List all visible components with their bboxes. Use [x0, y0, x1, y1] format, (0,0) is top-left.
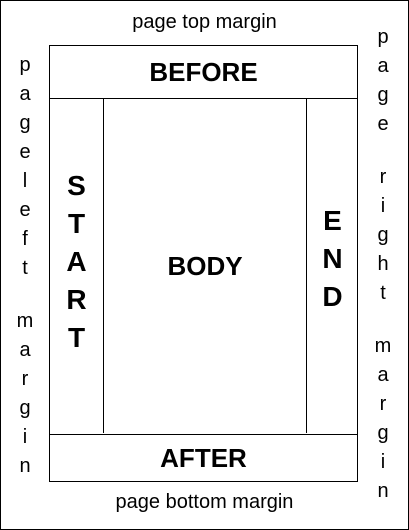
start-letter: T	[67, 322, 86, 353]
start-letter: S	[67, 170, 86, 201]
end-letter: D	[322, 281, 343, 312]
right-margin-letter: n	[377, 480, 389, 502]
right-margin-letter: g	[377, 84, 389, 106]
region-start-label: S T A R T	[50, 171, 103, 361]
left-margin-letter: n	[19, 455, 31, 477]
left-margin-letter: a	[19, 339, 31, 361]
left-margin-letter: m	[16, 310, 34, 332]
right-margin-letter: r	[379, 166, 387, 188]
right-margin-letter: e	[377, 113, 389, 135]
start-letter: T	[67, 208, 86, 239]
page-left-margin-label: p a g e l e f t m a r g i n	[10, 55, 40, 485]
right-margin-letter: h	[377, 253, 389, 275]
left-margin-letter: r	[21, 368, 29, 390]
region-after: AFTER	[50, 434, 357, 482]
end-letter: N	[322, 243, 343, 274]
start-letter: A	[66, 246, 87, 277]
right-margin-letter: r	[379, 393, 387, 415]
region-before: BEFORE	[50, 46, 357, 99]
right-margin-letter: t	[380, 282, 386, 304]
start-letter: R	[66, 284, 87, 315]
right-margin-letter: i	[380, 451, 386, 473]
end-letter: E	[323, 205, 342, 236]
left-margin-letter: f	[22, 228, 28, 250]
left-margin-letter: e	[19, 199, 31, 221]
region-start: S T A R T	[50, 99, 104, 433]
right-margin-letter: p	[377, 26, 389, 48]
left-margin-letter: e	[19, 141, 31, 163]
left-margin-letter: i	[22, 426, 28, 448]
page-top-margin-label: page top margin	[132, 11, 277, 33]
left-margin-letter: l	[22, 170, 28, 192]
page-bottom-margin-label: page bottom margin	[115, 491, 294, 513]
right-margin-letter: a	[377, 364, 389, 386]
left-margin-letter: g	[19, 112, 31, 134]
left-margin-letter: t	[22, 257, 28, 279]
right-margin-letter: g	[377, 422, 389, 444]
right-margin-letter: m	[374, 335, 392, 357]
right-margin-letter: i	[380, 195, 386, 217]
left-margin-letter: g	[19, 397, 31, 419]
right-margin-letter: a	[377, 55, 389, 77]
right-margin-letter: g	[377, 224, 389, 246]
left-margin-letter: a	[19, 83, 31, 105]
region-body: BODY	[167, 250, 243, 281]
page-right-margin-label: p a g e r i g h t m a r g i n	[368, 27, 398, 510]
region-end: E N D	[306, 99, 358, 433]
left-margin-letter: p	[19, 54, 31, 76]
page-box: BEFORE S T A R T BODY E N D AFTER	[49, 45, 358, 482]
region-end-label: E N D	[307, 206, 358, 320]
